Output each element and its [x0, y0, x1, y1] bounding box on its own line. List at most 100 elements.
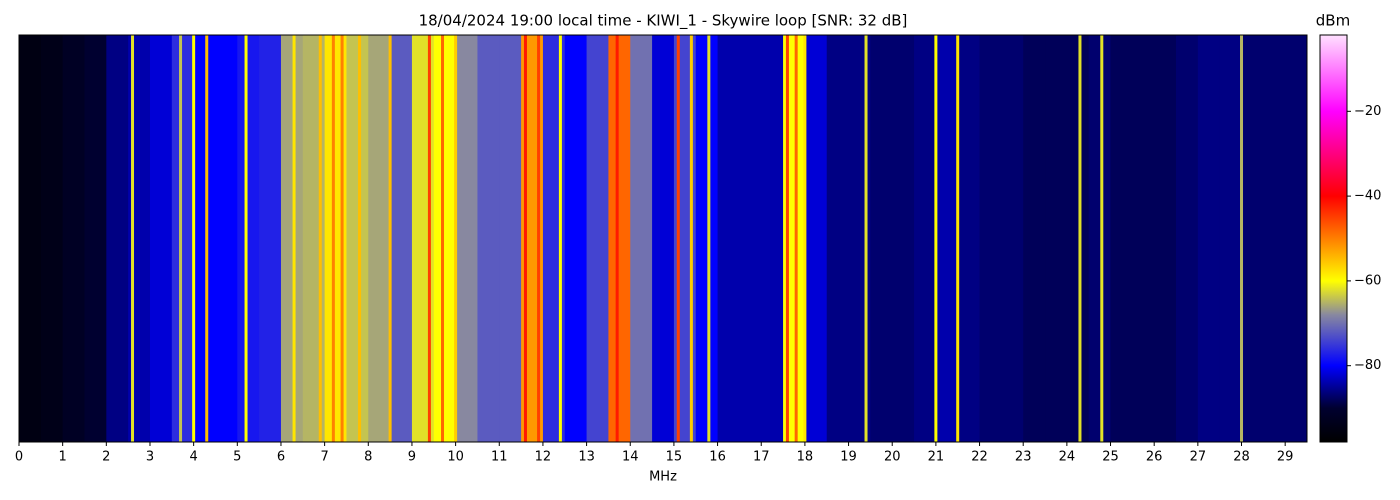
spectrum-band — [62, 35, 85, 442]
spectrum-band — [870, 35, 893, 442]
x-tick-label: 28 — [1233, 450, 1250, 465]
spectrum-band — [1154, 35, 1177, 442]
spectrum-band — [346, 35, 369, 442]
spectrum-band — [40, 35, 64, 442]
x-tick-label: 26 — [1146, 450, 1163, 465]
spectrum-band — [237, 35, 260, 442]
signal-line — [131, 35, 135, 442]
spectrum-band — [215, 35, 238, 442]
plot-frame — [18, 34, 1308, 443]
signal-line — [956, 35, 960, 442]
signal-line — [331, 35, 335, 442]
spectrum-band — [1066, 35, 1090, 442]
x-tick-label: 7 — [320, 450, 328, 465]
spectrum-band — [171, 35, 195, 442]
x-tick-label: 27 — [1190, 450, 1207, 465]
spectrum-band — [477, 35, 500, 442]
signal-line — [388, 35, 392, 442]
spectrum-band — [1176, 35, 1199, 442]
spectrum-band — [324, 35, 347, 442]
spectrum-band — [84, 35, 107, 442]
x-tick-label: 10 — [447, 450, 464, 465]
spectrum-band — [586, 35, 609, 442]
spectrum-band — [259, 35, 282, 442]
spectrum-band — [411, 35, 435, 442]
signal-line — [1078, 35, 1082, 442]
x-tick-label: 24 — [1059, 450, 1076, 465]
spectrum-band — [914, 35, 937, 442]
spectrum-band — [564, 35, 588, 442]
spectrum-band — [542, 35, 566, 442]
spectrum-band — [106, 35, 129, 442]
x-tick-label: 0 — [15, 450, 23, 465]
spectrum-band — [804, 35, 828, 442]
colorbar-tick-label: −40 — [1354, 189, 1381, 204]
colorbar-label: dBm — [1316, 12, 1350, 30]
x-axis-label: MHz — [649, 470, 677, 485]
spectrum-band — [1241, 35, 1264, 442]
x-tick-label: 22 — [971, 450, 988, 465]
colorbar-tick-label: −20 — [1354, 104, 1381, 119]
x-tick-label: 15 — [666, 450, 683, 465]
spectrum-band — [455, 35, 478, 442]
spectrum-band — [739, 35, 762, 442]
spectrum-band — [892, 35, 915, 442]
x-tick-label: 21 — [928, 450, 945, 465]
spectrum-band — [1023, 35, 1046, 442]
spectrum-band — [848, 35, 871, 442]
spectrum-band — [19, 35, 42, 442]
spectrum-band — [433, 35, 457, 442]
spectrum-band — [979, 35, 1002, 442]
spectrum-band — [826, 35, 850, 442]
spectrum-band — [935, 35, 959, 442]
x-tick-label: 9 — [408, 450, 416, 465]
x-tick-label: 18 — [797, 450, 814, 465]
signal-line — [523, 35, 527, 442]
x-tick-label: 13 — [578, 450, 595, 465]
spectrum-band — [368, 35, 391, 442]
signal-line — [537, 35, 541, 442]
spectrum-band — [1045, 35, 1068, 442]
signal-line — [427, 35, 431, 442]
spectrum-band — [957, 35, 981, 442]
signal-line — [340, 35, 344, 442]
spectrum-band — [193, 35, 216, 442]
signal-line — [454, 35, 458, 442]
x-tick-label: 3 — [146, 450, 154, 465]
spectrum-band — [390, 35, 413, 442]
colorbar-tick-label: −60 — [1354, 273, 1381, 288]
chart-title: 18/04/2024 19:00 local time - KIWI_1 - S… — [419, 12, 908, 31]
spectrum-band — [761, 35, 784, 442]
spectrum-band — [1285, 35, 1308, 442]
spectrum-band — [695, 35, 719, 442]
signal-line — [179, 35, 183, 442]
spectrum-band — [630, 35, 653, 442]
signal-line — [358, 35, 362, 442]
spectrum-band — [608, 35, 631, 442]
signal-line — [1100, 35, 1104, 442]
signal-line — [803, 35, 807, 442]
spectrum-band — [149, 35, 173, 442]
signal-line — [205, 35, 209, 442]
x-tick-label: 4 — [190, 450, 198, 465]
signal-line — [615, 35, 619, 442]
x-tick-label: 20 — [884, 450, 901, 465]
spectrum-band — [499, 35, 522, 442]
spectrum-band — [1110, 35, 1133, 442]
x-tick-label: 29 — [1277, 450, 1294, 465]
x-tick-label: 8 — [364, 450, 372, 465]
signal-line — [292, 35, 296, 442]
x-tick-label: 14 — [622, 450, 639, 465]
signal-line — [244, 35, 248, 442]
x-tick-label: 1 — [59, 450, 67, 465]
spectrum-band — [1088, 35, 1112, 442]
colorbar — [1319, 34, 1348, 443]
signal-line — [934, 35, 938, 442]
signal-line — [192, 35, 196, 442]
x-tick-label: 11 — [491, 450, 508, 465]
spectrum-band — [1219, 35, 1243, 442]
spectrum-band — [1197, 35, 1221, 442]
x-tick-label: 17 — [753, 450, 770, 465]
signal-line — [558, 35, 562, 442]
spectrum-band — [1001, 35, 1024, 442]
